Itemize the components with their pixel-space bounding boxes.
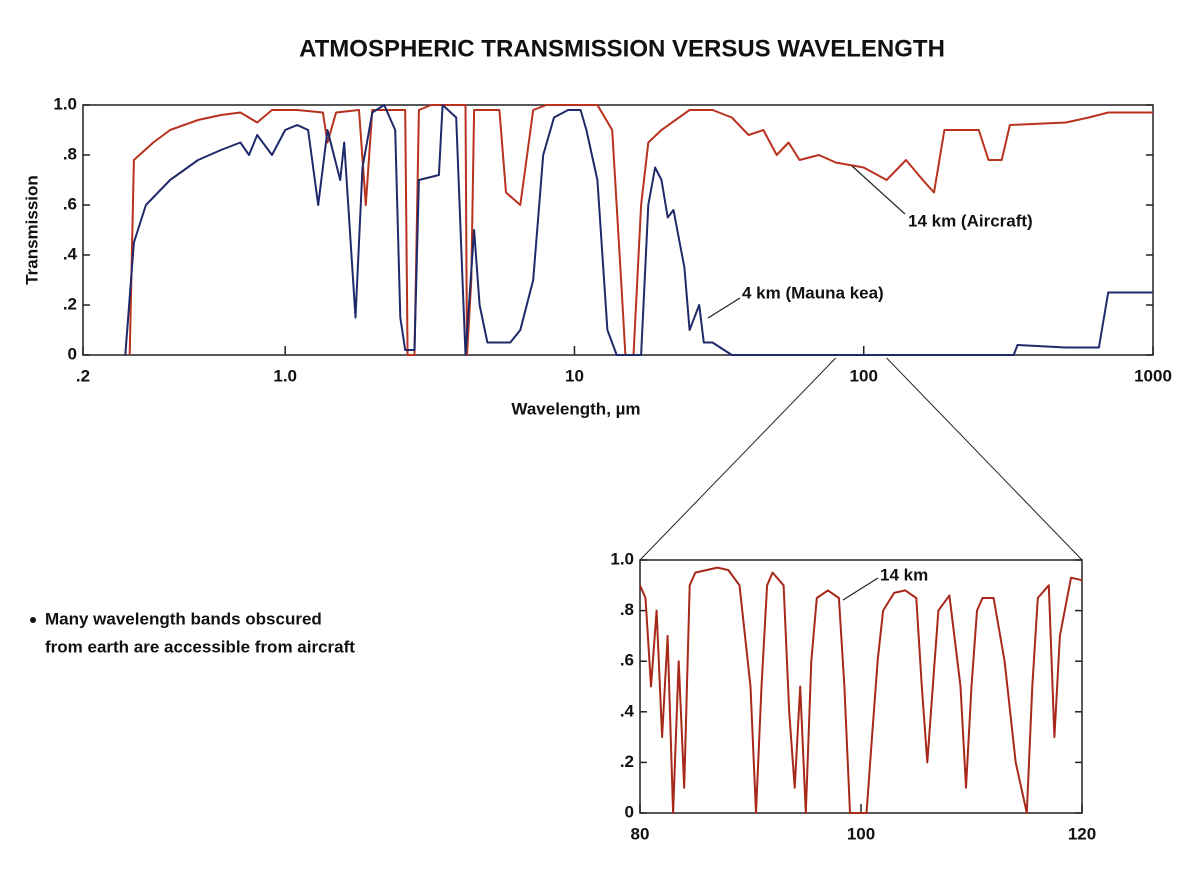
zoom-line xyxy=(639,357,837,561)
y-tick-label: 0 xyxy=(68,344,77,363)
x-tick-label: 10 xyxy=(565,366,584,385)
x-tick-label: 1000 xyxy=(1134,366,1172,385)
x-tick-label: .2 xyxy=(76,366,90,385)
series-label: 4 km (Mauna kea) xyxy=(742,283,884,302)
x-tick-label: 1.0 xyxy=(273,366,297,385)
x-axis-label: Wavelength, µm xyxy=(511,399,640,418)
y-tick-label: .6 xyxy=(620,651,634,670)
x-tick-label: 100 xyxy=(850,366,878,385)
series-line xyxy=(639,566,1083,814)
y-tick-label: .2 xyxy=(63,294,77,313)
plot-frame xyxy=(639,559,1083,814)
label-leader xyxy=(842,577,879,601)
label-leader xyxy=(707,297,741,319)
chart-title: ATMOSPHERIC TRANSMISSION VERSUS WAVELENG… xyxy=(299,35,945,62)
series-label: 14 km (Aircraft) xyxy=(908,211,1033,230)
y-tick-label: 0 xyxy=(625,802,634,821)
y-tick-label: .2 xyxy=(620,752,634,771)
label-leader xyxy=(851,165,906,215)
x-tick-label: 120 xyxy=(1068,824,1096,843)
note-line: Many wavelength bands obscured xyxy=(45,609,322,628)
y-tick-label: .8 xyxy=(63,144,77,163)
note-line: from earth are accessible from aircraft xyxy=(45,637,355,656)
y-tick-label: .8 xyxy=(620,600,634,619)
y-tick-label: 1.0 xyxy=(610,549,634,568)
y-axis-label: Transmission xyxy=(22,175,41,285)
x-tick-label: 80 xyxy=(631,824,650,843)
y-tick-label: .6 xyxy=(63,194,77,213)
series-line xyxy=(128,104,1153,356)
zoom-line xyxy=(886,357,1083,561)
bullet xyxy=(30,617,36,623)
series-label: 14 km xyxy=(880,565,928,584)
series-line xyxy=(124,104,1153,356)
x-tick-label: 100 xyxy=(847,824,875,843)
y-tick-label: 1.0 xyxy=(53,94,77,113)
y-tick-label: .4 xyxy=(63,244,78,263)
y-tick-label: .4 xyxy=(620,701,635,720)
